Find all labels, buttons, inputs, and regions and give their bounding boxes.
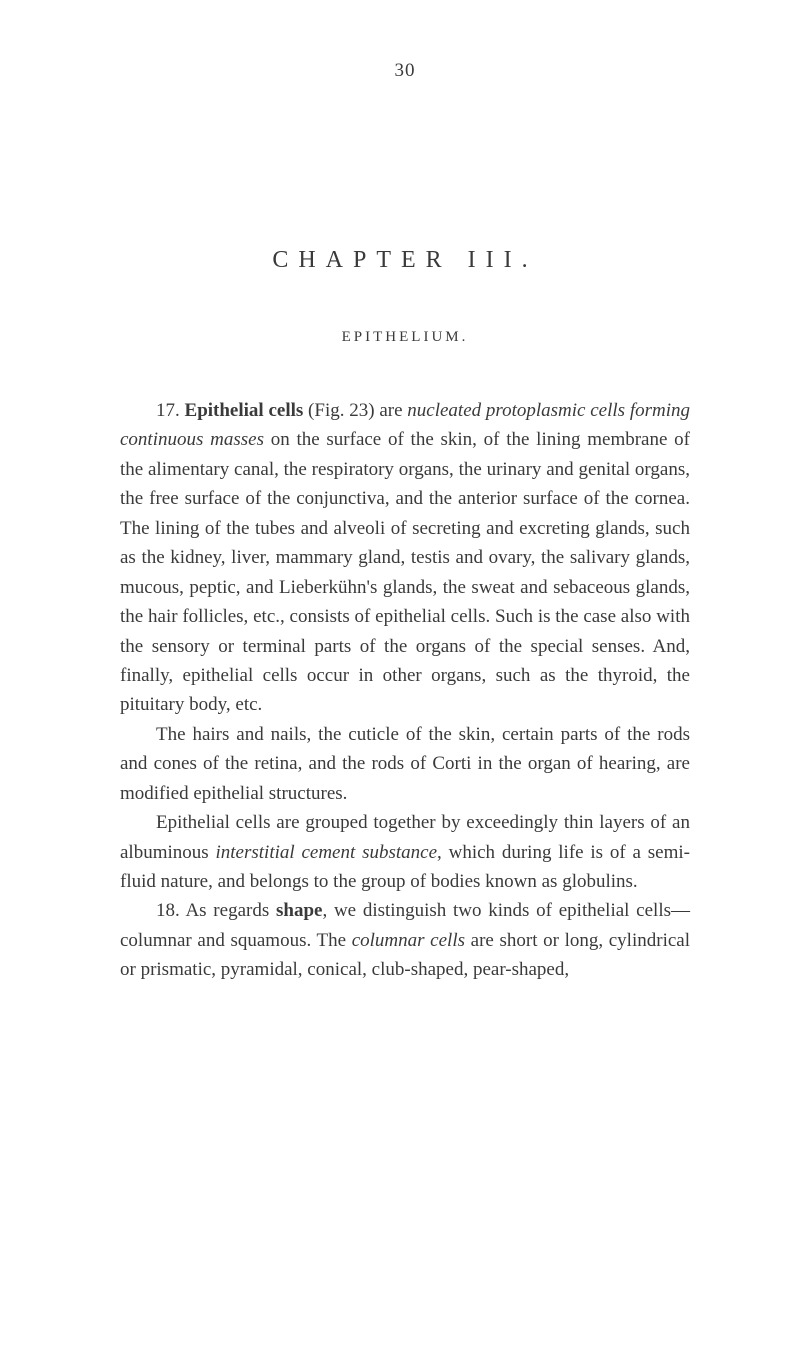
para1-bold-term: Epithelial cells <box>185 400 304 421</box>
para1-text2: on the surface of the skin, of the linin… <box>120 429 690 715</box>
chapter-title: CHAPTER III. <box>120 247 690 274</box>
para3-italic1: interstitial cement substance <box>215 842 437 863</box>
para2-text: The hairs and nails, the cuticle of the … <box>120 724 690 804</box>
para1-number: 17. <box>156 400 185 421</box>
paragraph-2: The hairs and nails, the cuticle of the … <box>120 720 690 808</box>
para4-italic1: columnar cells <box>352 930 465 951</box>
section-heading: EPITHELIUM. <box>120 329 690 346</box>
paragraph-3: Epithelial cells are grouped together by… <box>120 808 690 896</box>
page-number: 30 <box>120 60 690 82</box>
para1-text1: (Fig. 23) are <box>303 400 407 421</box>
para4-bold-term: shape <box>276 900 322 921</box>
body-text: 17. Epithelial cells (Fig. 23) are nucle… <box>120 396 690 985</box>
para4-number: 18. As regards <box>156 900 276 921</box>
paragraph-1: 17. Epithelial cells (Fig. 23) are nucle… <box>120 396 690 720</box>
paragraph-4: 18. As regards shape, we distinguish two… <box>120 896 690 984</box>
